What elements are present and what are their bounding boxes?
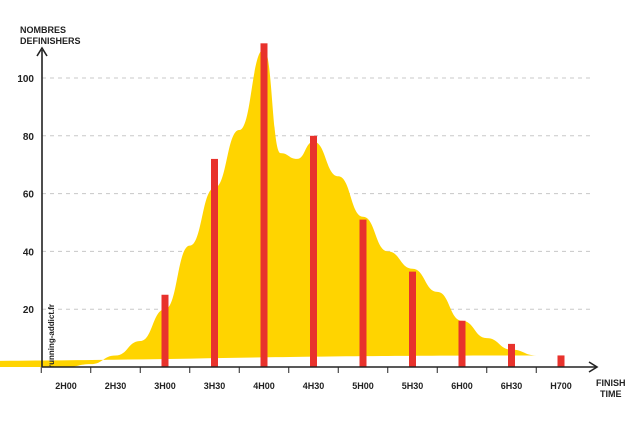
y-tick-80: 80 bbox=[23, 132, 35, 143]
y-axis-title-line-2: DEFINISHERS bbox=[20, 36, 81, 46]
x-tick-2h30: 2H30 bbox=[105, 381, 127, 391]
y-axis-title-line-1: NOMBRES bbox=[20, 25, 66, 35]
x-tick-h700: H700 bbox=[550, 381, 572, 391]
x-tick-5h00: 5H00 bbox=[352, 381, 374, 391]
y-tick-60: 60 bbox=[23, 190, 35, 201]
x-axis-title-line-2: TIME bbox=[600, 389, 622, 399]
x-tick-5h30: 5H30 bbox=[402, 381, 424, 391]
y-tick-40: 40 bbox=[23, 247, 35, 258]
y-tick-100: 100 bbox=[17, 74, 34, 85]
bar-5h00 bbox=[359, 219, 367, 367]
bar-h700 bbox=[557, 355, 565, 367]
bar-4h30 bbox=[310, 135, 317, 367]
bar-6h30 bbox=[508, 343, 515, 367]
x-axis-arrow bbox=[588, 361, 599, 373]
x-tick-2h00: 2H00 bbox=[55, 381, 77, 391]
bar-4h00 bbox=[260, 43, 268, 367]
x-axis-title-line-1: FINISH bbox=[596, 378, 626, 388]
x-tick-6h30: 6H30 bbox=[501, 381, 523, 391]
bar-6h00 bbox=[458, 320, 466, 367]
distribution-area bbox=[0, 49, 537, 367]
watermark-text: running-addict.fr bbox=[47, 304, 56, 368]
x-tick-3h30: 3H30 bbox=[204, 381, 226, 391]
x-tick-6h00: 6H00 bbox=[451, 381, 473, 391]
axes bbox=[36, 46, 599, 373]
bar-3h30 bbox=[211, 158, 218, 367]
y-tick-20: 20 bbox=[23, 305, 35, 316]
x-tick-4h00: 4H00 bbox=[253, 381, 275, 391]
bars bbox=[161, 43, 565, 367]
bar-3h00 bbox=[161, 294, 169, 367]
x-tick-3h00: 3H00 bbox=[154, 381, 176, 391]
bar-5h30 bbox=[409, 271, 416, 367]
y-tick-labels: 20 40 60 80 100 bbox=[17, 74, 34, 316]
y-axis-arrow bbox=[36, 46, 48, 57]
x-tick-4h30: 4H30 bbox=[303, 381, 325, 391]
x-tick-labels: 2H00 2H30 3H00 3H30 4H00 4H30 5H00 5H30 6H00 6H30… bbox=[40, 367, 572, 391]
